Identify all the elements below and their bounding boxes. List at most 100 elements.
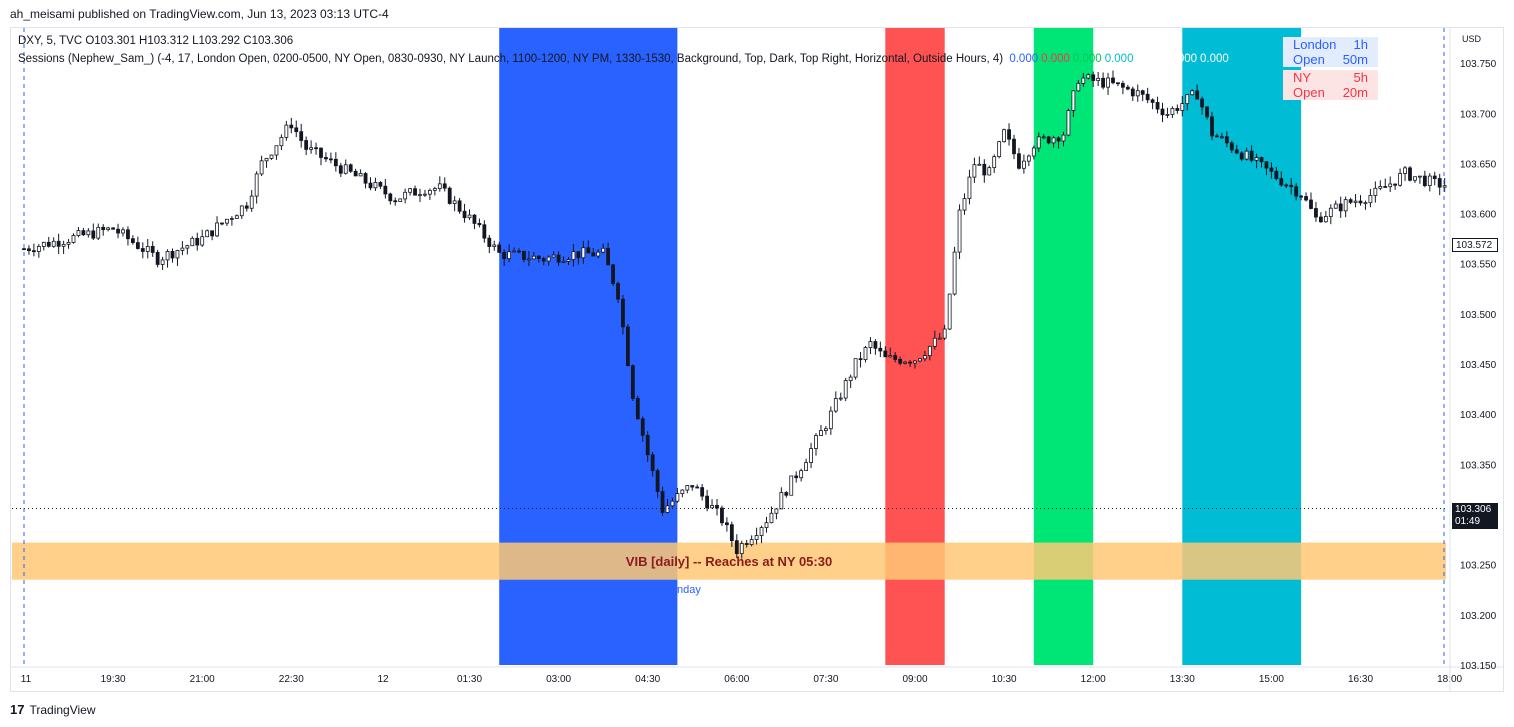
candle-body <box>804 462 808 472</box>
candle-body <box>650 454 655 472</box>
indicator-value-5: 0.000 <box>1168 53 1198 65</box>
candle-body <box>898 359 903 364</box>
candle-body <box>1398 173 1402 186</box>
y-tick-label: 103.350 <box>1460 460 1497 471</box>
candle-body <box>106 227 111 231</box>
publisher-caption: ah_meisami published on TradingView.com,… <box>10 7 389 21</box>
candle-body <box>888 355 893 358</box>
candle-series <box>22 70 1447 559</box>
candle-body <box>774 508 779 514</box>
candle-body <box>244 205 249 209</box>
candle-body <box>1294 186 1299 197</box>
candle-body <box>150 245 155 253</box>
x-axis: 11 19:30 21:00 22:30 12 01:30 03:00 04:30 06:00 0… <box>10 666 1504 685</box>
candle-body <box>1304 196 1308 201</box>
candle-body <box>1036 136 1041 149</box>
y-tick-label: 103.150 <box>1460 661 1497 672</box>
candle-body <box>531 255 536 260</box>
candle-body <box>452 200 457 204</box>
candle-body <box>1101 77 1105 88</box>
day-label-partial: nday <box>677 584 701 596</box>
candle-body <box>546 256 551 262</box>
candle-body <box>1086 74 1091 79</box>
candle-body <box>126 229 130 240</box>
candle-body <box>289 124 294 129</box>
candle-body <box>1363 202 1368 205</box>
candle-body <box>1046 136 1051 144</box>
candle-body <box>1432 175 1437 179</box>
candle-body <box>675 493 680 502</box>
candle-body <box>1022 160 1026 169</box>
candle-body <box>769 512 774 524</box>
candle-body <box>378 182 383 187</box>
x-tick-label: 09:00 <box>902 674 927 685</box>
candle-body <box>200 236 205 246</box>
candle-body <box>1041 136 1046 139</box>
candle-body <box>155 252 160 265</box>
candle-body <box>660 491 665 513</box>
candle-body <box>1383 186 1388 188</box>
indicator-value-4: 0.000 <box>1136 53 1166 65</box>
indicator-params: Sessions (Nephew_Sam_) (-4, 17, London O… <box>18 53 1004 65</box>
candle-body <box>447 187 452 204</box>
chart-frame[interactable] <box>10 27 1504 692</box>
candle-body <box>457 200 462 212</box>
candle-body <box>977 163 982 166</box>
tradingview-brand[interactable]: 17 TradingView <box>10 702 96 717</box>
candle-body <box>947 293 952 330</box>
candle-body <box>1002 129 1006 143</box>
indicator-legend[interactable]: Sessions (Nephew_Sam_) (-4, 17, London O… <box>18 53 1229 65</box>
symbol-legend[interactable]: DXY, 5, TVC O103.301 H103.312 L103.292 C… <box>18 35 294 47</box>
candle-body <box>492 244 497 247</box>
candle-body <box>383 185 388 195</box>
candle-body <box>1190 90 1195 96</box>
candle-body <box>566 259 571 262</box>
y-tick-label: 103.750 <box>1460 59 1497 70</box>
session-row-london: London Open 1h 50m <box>1283 37 1378 67</box>
candle-body <box>626 326 630 367</box>
candle-body <box>259 160 264 175</box>
candle-body <box>373 182 378 189</box>
y-tick-label: 103.550 <box>1460 260 1497 271</box>
candle-body <box>487 237 492 247</box>
candle-body <box>809 448 813 463</box>
candle-body <box>358 173 363 177</box>
vib-zone-label: VIB [daily] -- Reaches at NY 05:30 <box>626 554 832 569</box>
candle-body <box>413 188 417 196</box>
candle-body <box>1299 195 1303 198</box>
candle-body <box>56 240 61 247</box>
candle-body <box>833 398 838 412</box>
candle-body <box>536 255 541 260</box>
y-tick-label: 103.500 <box>1460 310 1497 321</box>
candle-body <box>923 355 927 360</box>
candle-body <box>957 209 962 253</box>
candle-body <box>942 328 947 339</box>
candle-body <box>720 507 724 524</box>
candle-body <box>1388 183 1393 188</box>
candle-body <box>1031 147 1036 157</box>
candle-body <box>299 131 304 141</box>
candle-body <box>333 158 338 167</box>
candle-body <box>1066 110 1071 136</box>
candle-body <box>517 250 521 253</box>
candle-body <box>338 165 343 174</box>
candle-body <box>1116 82 1120 85</box>
candle-body <box>81 230 86 236</box>
candle-body <box>388 193 393 202</box>
candle-body <box>982 163 987 176</box>
x-tick-label: 12 <box>377 674 389 685</box>
session-countdown: 5h 20m <box>1342 70 1368 100</box>
candle-body <box>1269 167 1274 172</box>
candle-body <box>46 241 51 247</box>
candle-body <box>249 195 254 209</box>
y-axis: 103.150103.200103.250103.300103.350103.4… <box>1449 28 1497 692</box>
candle-body <box>591 252 596 257</box>
candle-body <box>353 170 358 177</box>
candle-body <box>997 141 1002 158</box>
candle-body <box>685 485 690 491</box>
candle-body <box>66 242 71 245</box>
y-tick-label: 103.650 <box>1460 159 1497 170</box>
x-tick-label: 13:30 <box>1170 674 1195 685</box>
y-tick-label: 103.700 <box>1460 109 1497 120</box>
